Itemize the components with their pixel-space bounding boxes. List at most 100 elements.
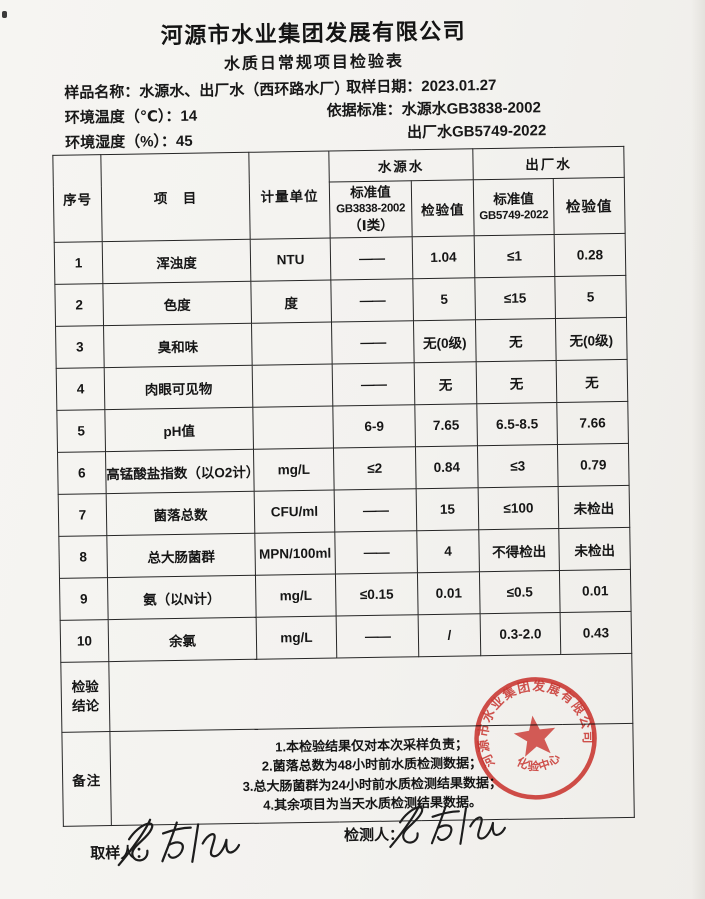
cell-unit xyxy=(252,406,334,450)
cell-unit xyxy=(252,364,333,408)
conclusion-label-line2: 结论 xyxy=(71,697,100,714)
cell-source-standard: ≤2 xyxy=(333,446,417,491)
cell-no: 3 xyxy=(55,325,105,369)
col-group-source-water: 水源水 xyxy=(328,148,474,183)
cell-source-value: 15 xyxy=(416,487,479,531)
cell-outlet-value: 0.28 xyxy=(554,233,626,277)
env-temperature: 环境温度（℃）：14 xyxy=(64,107,198,127)
cell-unit: 度 xyxy=(250,280,332,324)
cell-item: 余氯 xyxy=(108,617,257,662)
cell-no: 5 xyxy=(56,409,106,453)
cell-outlet-value: 0.79 xyxy=(557,443,630,487)
cell-source-value: 无(0级) xyxy=(413,319,477,363)
cell-item: 氨（以N计） xyxy=(107,575,257,620)
col-group-outlet-water: 出厂水 xyxy=(472,146,625,180)
conclusion-label: 检验 结论 xyxy=(60,661,110,733)
cell-no: 4 xyxy=(56,367,105,411)
cell-outlet-standard: ≤0.5 xyxy=(479,570,561,614)
sampling-date: 取样日期：2023.01.27 xyxy=(346,76,497,97)
env-humidity: 环境湿度（%）：45 xyxy=(65,132,193,152)
svg-text:化验中心: 化验中心 xyxy=(513,749,565,777)
col-header-outlet-standard: 标准值 GB5749-2022 xyxy=(473,178,555,236)
cell-unit: mg/L xyxy=(253,448,335,492)
cell-source-standard: —— xyxy=(331,320,415,365)
seal-star-icon xyxy=(513,715,556,757)
cell-source-standard: —— xyxy=(332,362,415,407)
cell-outlet-standard: ≤3 xyxy=(477,444,559,488)
cell-item: 肉眼可见物 xyxy=(104,365,253,410)
cell-source-value: 1.04 xyxy=(412,235,475,279)
tester-signature xyxy=(388,801,507,849)
cell-outlet-standard: ≤100 xyxy=(478,486,559,530)
cell-outlet-value: 7.66 xyxy=(556,401,629,445)
cell-source-value: / xyxy=(418,613,481,657)
cell-outlet-standard: ≤15 xyxy=(474,276,556,320)
cell-source-value: 0.84 xyxy=(415,445,479,489)
cell-source-value: 4 xyxy=(416,529,480,573)
cell-no: 1 xyxy=(54,241,103,285)
cell-no: 9 xyxy=(59,577,109,621)
cell-outlet-value: 无 xyxy=(556,359,628,403)
cell-source-standard: —— xyxy=(330,236,413,281)
cell-item: 臭和味 xyxy=(103,323,253,368)
cell-source-value: 0.01 xyxy=(417,571,481,615)
source-standard-class: （Ⅰ类） xyxy=(348,217,394,234)
cell-no: 8 xyxy=(58,535,108,579)
cell-no: 2 xyxy=(54,283,104,327)
cell-outlet-standard: 0.3-2.0 xyxy=(480,612,561,656)
cell-item: pH值 xyxy=(104,407,254,452)
cell-outlet-standard: 不得检出 xyxy=(478,528,560,572)
remarks-label: 备注 xyxy=(61,731,112,827)
source-standard-label: 标准值 xyxy=(350,185,391,201)
seal-center-text: 化验中心 xyxy=(513,749,565,777)
cell-source-standard: —— xyxy=(330,278,414,323)
scan-speck xyxy=(2,11,7,18)
col-header-outlet-value: 检验值 xyxy=(553,177,626,235)
outlet-standard-gb: GB5749-2022 xyxy=(479,208,549,222)
cell-source-standard: 6-9 xyxy=(332,404,416,449)
cell-source-value: 无 xyxy=(414,361,477,405)
cell-outlet-value: 0.01 xyxy=(559,569,632,613)
seal-ring xyxy=(474,677,597,800)
sampler-signature xyxy=(117,818,241,867)
cell-unit: mg/L xyxy=(256,615,337,660)
cell-outlet-value: 未检出 xyxy=(558,485,630,529)
cell-no: 10 xyxy=(60,619,109,663)
source-standard-gb: GB3838-2002 xyxy=(336,202,406,216)
company-seal-stamp: 河源市水业集团发展有限公司 化验中心 xyxy=(468,670,598,800)
cell-no: 7 xyxy=(58,493,107,537)
cell-source-standard: ≤0.15 xyxy=(335,572,419,616)
cell-source-value: 7.65 xyxy=(414,403,478,447)
cell-outlet-standard: 6.5-8.5 xyxy=(476,402,558,446)
conclusion-label-line1: 检验 xyxy=(71,679,99,695)
outlet-standard-label: 标准值 xyxy=(493,191,534,208)
cell-outlet-value: 未检出 xyxy=(558,527,631,571)
cell-unit: NTU xyxy=(250,238,331,282)
cell-source-standard: —— xyxy=(336,614,419,658)
cell-item: 总大肠菌群 xyxy=(106,533,256,578)
col-header-unit: 计量单位 xyxy=(248,151,331,240)
cell-item: 高锰酸盐指数（以O2计） xyxy=(105,449,259,494)
standard-outlet-water: 出厂水GB5749-2022 xyxy=(406,122,547,142)
cell-unit xyxy=(251,322,333,366)
col-header-no: 序号 xyxy=(52,154,103,243)
cell-outlet-standard: 无 xyxy=(475,318,557,362)
standard-source-water: 依据标准：水源水GB3838-2002 xyxy=(326,99,542,120)
cell-item: 浑浊度 xyxy=(102,239,251,284)
cell-unit: MPN/100ml xyxy=(254,532,336,576)
cell-outlet-standard: 无 xyxy=(476,360,557,404)
cell-item: 菌落总数 xyxy=(106,491,255,536)
cell-unit: mg/L xyxy=(255,574,337,618)
sample-name-line: 样品名称：水源水、出厂水（西环路水厂） xyxy=(64,80,350,102)
cell-item: 色度 xyxy=(102,281,252,326)
cell-outlet-standard: ≤1 xyxy=(474,234,555,278)
col-header-item: 项 目 xyxy=(100,152,251,242)
cell-unit: CFU/ml xyxy=(254,490,335,534)
col-header-source-value: 检验值 xyxy=(411,179,475,237)
cell-source-standard: —— xyxy=(334,488,417,533)
cell-outlet-value: 5 xyxy=(554,275,627,319)
cell-no: 6 xyxy=(57,451,107,495)
cell-source-value: 5 xyxy=(412,277,476,321)
